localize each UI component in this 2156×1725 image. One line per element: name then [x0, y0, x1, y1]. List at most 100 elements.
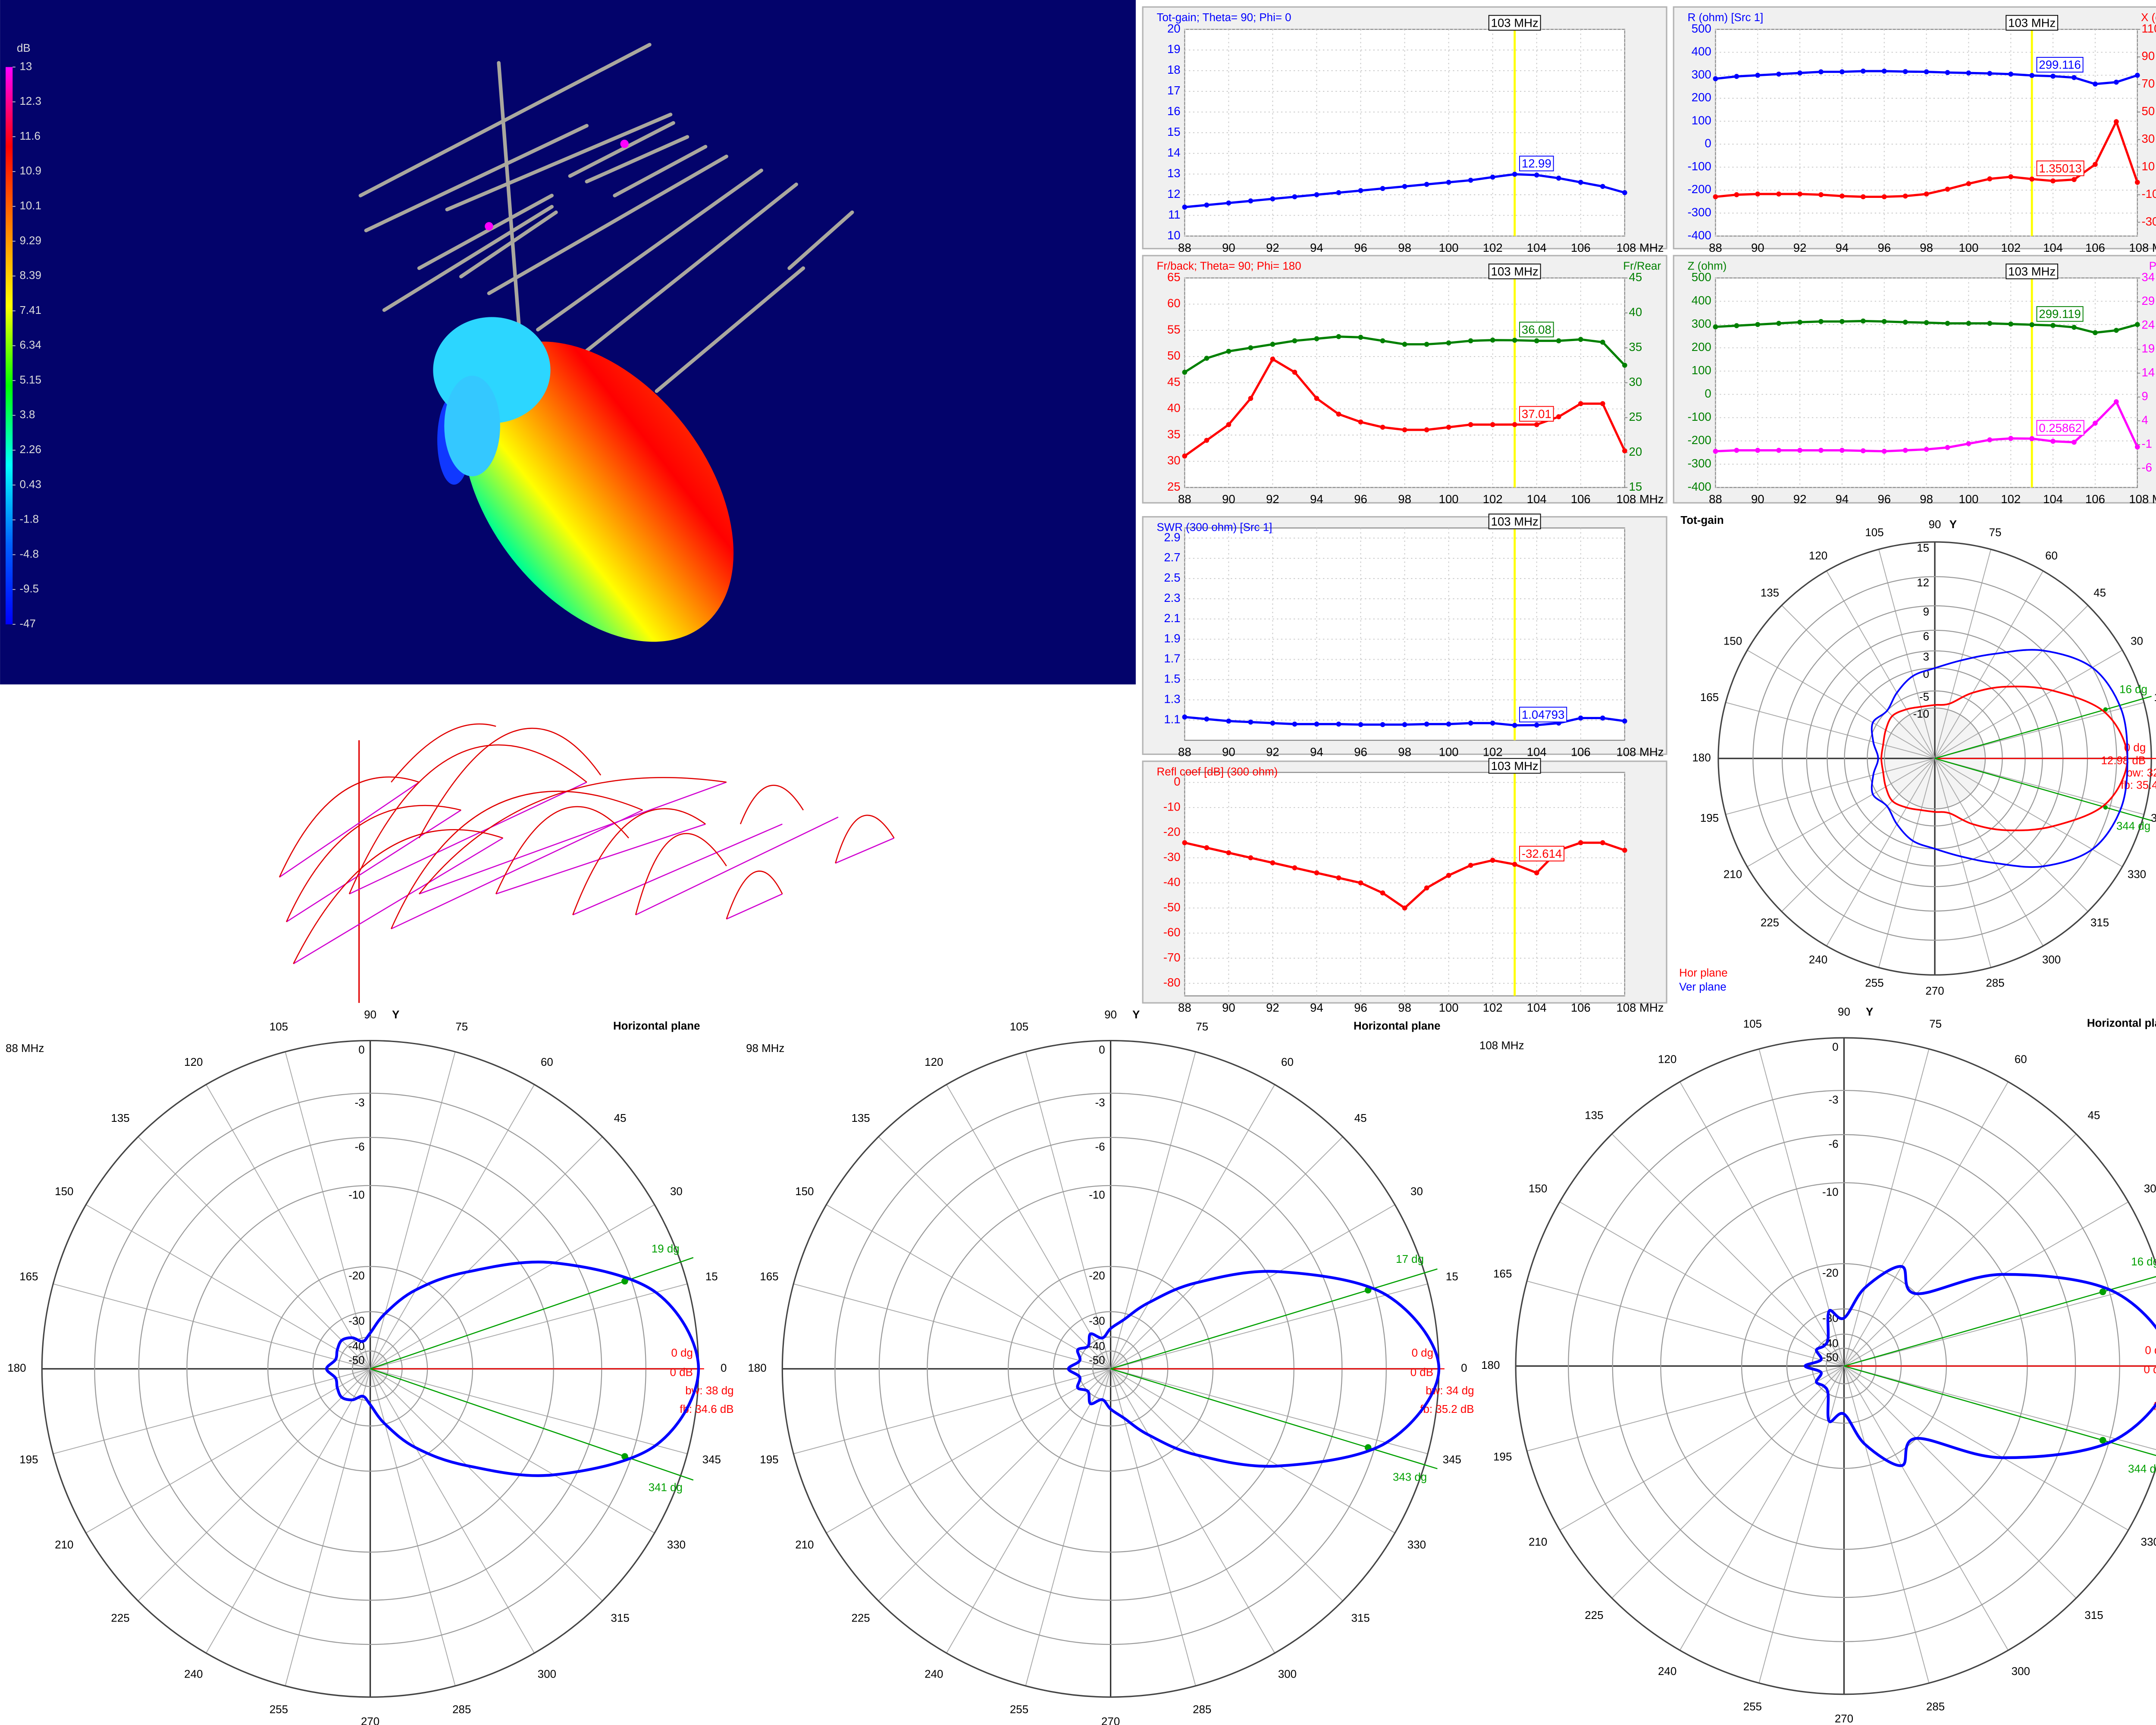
data-point — [2050, 438, 2056, 444]
y-tick-label: 35 — [1629, 340, 1642, 354]
angle-label: 60 — [541, 1056, 553, 1068]
colorbar-label: 3.8 — [19, 409, 35, 421]
grid-spoke — [946, 1368, 1111, 1653]
data-point — [1314, 336, 1319, 341]
data-point — [1490, 422, 1495, 427]
data-point — [2093, 162, 2098, 167]
beamwidth-label: 344 dg — [2128, 1463, 2156, 1475]
cursor-readout: 299.116 — [2039, 58, 2081, 72]
x-tick-label: 90 — [1222, 492, 1235, 506]
angle-label: 90 — [1838, 1006, 1850, 1018]
x-tick-label: 90 — [1222, 745, 1235, 758]
data-point — [1248, 396, 1253, 401]
data-point — [1556, 414, 1561, 420]
data-point — [1314, 721, 1319, 727]
grid-spoke — [53, 1368, 370, 1454]
data-point — [1248, 345, 1253, 351]
colorbar-label: 10.9 — [19, 165, 41, 177]
x-tick-label: 98 — [1398, 1001, 1411, 1014]
decoration — [364, 124, 589, 232]
x-tick-label: 90 — [1751, 241, 1764, 254]
y-tick-label: 100 — [1692, 363, 1711, 377]
grid-spoke — [1878, 549, 1935, 759]
x-tick-label: 100 — [1439, 492, 1459, 506]
cursor-label: 103 MHz — [1491, 265, 1539, 278]
angle-label: 30 — [1410, 1186, 1423, 1198]
data-point — [2114, 328, 2119, 333]
label-box — [1519, 322, 1554, 338]
y-tick-label: -300 — [1688, 205, 1711, 219]
x-tick-label: 90 — [1222, 241, 1235, 254]
colorbar-label: -9.5 — [19, 583, 39, 595]
chart-title: Z (ohm) — [1688, 260, 1727, 272]
y-tick-label: 110 — [2142, 22, 2156, 35]
angle-label: 330 — [2141, 1536, 2156, 1548]
grid-spoke — [285, 1368, 371, 1686]
angle-label: 165 — [1700, 692, 1719, 704]
data-point — [2008, 436, 2014, 441]
data-point — [1881, 448, 1887, 454]
y-tick-label: 13 — [1167, 166, 1181, 180]
grid-spoke — [1110, 1052, 1196, 1369]
y-tick-label: 40 — [1629, 305, 1642, 319]
data-point — [2134, 72, 2140, 78]
data-point — [1755, 72, 1761, 78]
angle-label: 240 — [1658, 1666, 1677, 1678]
grid-spoke — [1781, 605, 1935, 759]
max-direction-label: 0 dg — [2145, 1344, 2156, 1356]
data-point — [1797, 448, 1802, 453]
x-tick-label: 96 — [1354, 745, 1367, 758]
data-point — [1776, 448, 1782, 453]
y-tick-label: 400 — [1692, 45, 1711, 58]
chart-title: Horizontal plane — [613, 1020, 700, 1032]
r-tick-label: -30 — [1089, 1315, 1105, 1327]
decoration — [497, 61, 522, 337]
angle-label: 225 — [111, 1612, 129, 1624]
grid-spoke — [370, 1368, 535, 1653]
data-point — [1182, 204, 1188, 210]
data-point — [1600, 339, 1605, 345]
y-tick-label: 60 — [1167, 297, 1181, 310]
r-tick-label: 0 — [358, 1044, 364, 1056]
grid-spoke — [878, 1136, 1111, 1369]
x-tick-label: 94 — [1310, 745, 1323, 758]
data-point — [2134, 322, 2140, 327]
angle-label: 60 — [1281, 1056, 1294, 1068]
angle-label: 315 — [1351, 1612, 1370, 1624]
radiation-lobe — [433, 317, 734, 642]
y-tick-label: -50 — [1163, 900, 1181, 914]
data-point — [1226, 718, 1232, 724]
grid-spoke — [1844, 1365, 2156, 1450]
angle-label: 15 — [1446, 1271, 1458, 1283]
data-point — [1380, 722, 1385, 727]
grid-spoke — [1526, 1280, 1844, 1367]
data-point — [1424, 885, 1429, 891]
y-tick-label: 500 — [1692, 22, 1711, 35]
cursor-readout: -32.614 — [1522, 847, 1562, 860]
data-point — [1713, 194, 1718, 200]
r-tick-label: 0 — [1832, 1041, 1838, 1053]
grid-spoke — [1110, 1084, 1275, 1369]
data-point — [2134, 180, 2140, 185]
decoration — [568, 121, 675, 178]
y-tick-label: -30 — [2142, 215, 2156, 228]
angle-label: 315 — [2084, 1609, 2103, 1622]
angle-label: 180 — [1692, 752, 1711, 764]
x-tick-label: 92 — [1793, 492, 1807, 506]
beamwidth-line — [1934, 758, 2152, 821]
y-tick-label: 0 — [1174, 775, 1180, 788]
x-tick-label: 100 — [1439, 1001, 1459, 1014]
data-point — [1987, 176, 1993, 182]
angle-label: 225 — [851, 1612, 870, 1624]
grid-spoke — [1826, 570, 1935, 759]
y-tick-label: 50 — [1167, 349, 1181, 362]
plot-area — [1184, 772, 1625, 997]
beamwidth-line — [370, 1257, 694, 1370]
data-point — [1314, 192, 1319, 197]
grid-spoke — [1934, 702, 2144, 759]
colorbar-title: dB — [17, 42, 31, 54]
decoration — [358, 43, 652, 197]
data-point — [1446, 340, 1451, 346]
x-tick-label: 102 — [1483, 1001, 1503, 1014]
angle-label: 270 — [361, 1716, 379, 1725]
